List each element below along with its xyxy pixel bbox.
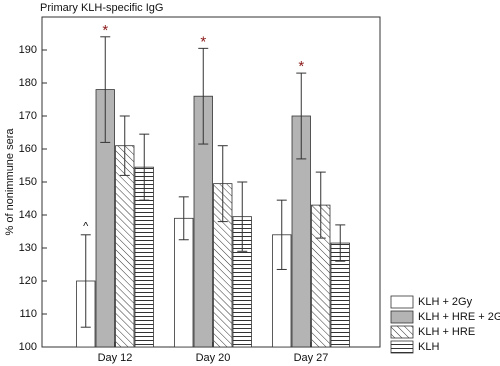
y-tick-label: 100	[19, 341, 37, 353]
y-tick-label: 140	[19, 209, 37, 221]
legend-swatch	[390, 310, 414, 324]
y-tick-label: 150	[19, 176, 37, 188]
chart-title: Primary KLH-specific IgG	[40, 2, 163, 14]
y-axis-label: % of nonimmune sera	[4, 128, 16, 236]
legend-label: KLH + 2Gy	[418, 296, 473, 308]
y-tick-label: 190	[19, 44, 37, 56]
significance-marker: ^	[83, 221, 89, 233]
y-tick-label: 130	[19, 242, 37, 254]
legend-swatch	[390, 340, 414, 354]
x-tick-label: Day 27	[294, 352, 329, 364]
y-tick-label: 120	[19, 275, 37, 287]
y-tick-label: 180	[19, 77, 37, 89]
legend-label: KLH + HRE + 2Gy	[418, 311, 500, 323]
legend-label: KLH + HRE	[418, 326, 475, 338]
legend-swatch	[390, 295, 414, 309]
significance-marker: *	[298, 58, 304, 75]
legend-swatch	[390, 325, 414, 339]
significance-marker: *	[200, 33, 206, 50]
y-tick-label: 160	[19, 143, 37, 155]
x-tick-label: Day 20	[196, 352, 231, 364]
y-tick-label: 110	[19, 308, 37, 320]
significance-marker: *	[102, 22, 108, 39]
y-tick-label: 170	[19, 110, 37, 122]
x-tick-label: Day 12	[98, 352, 133, 364]
legend-label: KLH	[418, 341, 439, 353]
